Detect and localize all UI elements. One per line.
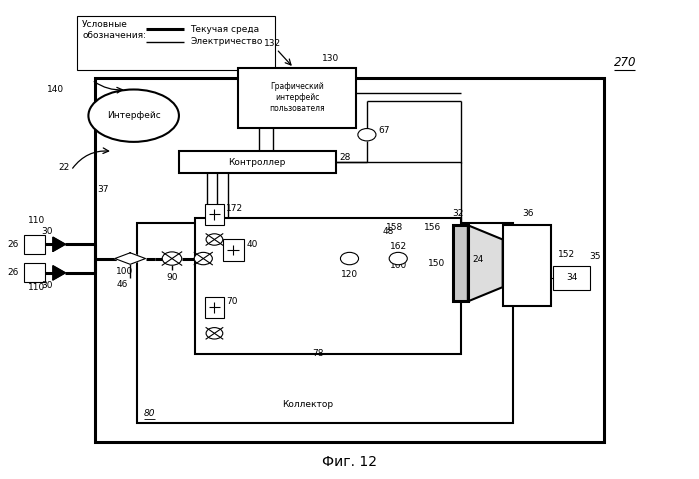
Polygon shape xyxy=(468,225,503,301)
Text: 28: 28 xyxy=(339,153,350,162)
Text: 30: 30 xyxy=(41,227,52,236)
Text: Текучая среда: Текучая среда xyxy=(190,24,259,34)
Text: 152: 152 xyxy=(559,250,575,259)
Text: 34: 34 xyxy=(566,273,577,282)
Text: 26: 26 xyxy=(8,240,19,249)
Bar xyxy=(95,78,604,442)
Text: 35: 35 xyxy=(590,251,601,261)
Text: 90: 90 xyxy=(166,273,178,282)
Text: 22: 22 xyxy=(59,163,70,172)
Text: 132: 132 xyxy=(264,39,282,48)
Text: 26: 26 xyxy=(8,268,19,277)
Circle shape xyxy=(162,252,182,265)
Text: Электричество: Электричество xyxy=(190,37,262,46)
Bar xyxy=(238,68,356,127)
Text: 156: 156 xyxy=(424,223,442,232)
Text: 37: 37 xyxy=(97,185,109,194)
Text: 24: 24 xyxy=(473,255,484,264)
Text: 67: 67 xyxy=(379,126,390,136)
Circle shape xyxy=(389,252,408,265)
Text: 30: 30 xyxy=(41,281,52,290)
Circle shape xyxy=(194,252,212,265)
Text: 40: 40 xyxy=(247,240,258,249)
Text: 48: 48 xyxy=(382,227,394,236)
Text: 32: 32 xyxy=(452,209,464,218)
Bar xyxy=(205,297,224,318)
Bar xyxy=(452,225,468,301)
Bar xyxy=(137,223,513,423)
Circle shape xyxy=(206,328,223,339)
Polygon shape xyxy=(53,266,66,280)
Text: 36: 36 xyxy=(523,209,534,218)
Text: 162: 162 xyxy=(390,242,407,251)
Text: 78: 78 xyxy=(312,349,324,358)
Bar xyxy=(24,235,45,254)
Bar xyxy=(77,16,275,70)
Text: 80: 80 xyxy=(144,409,156,418)
Text: 70: 70 xyxy=(226,297,238,306)
Circle shape xyxy=(358,128,376,141)
Bar xyxy=(554,266,590,289)
Bar xyxy=(179,151,336,173)
Text: 130: 130 xyxy=(322,54,339,63)
Bar xyxy=(223,240,244,261)
Text: 140: 140 xyxy=(47,85,64,94)
Text: 110: 110 xyxy=(27,283,45,292)
Text: 158: 158 xyxy=(386,223,403,232)
Polygon shape xyxy=(53,237,66,251)
Text: 160: 160 xyxy=(390,261,407,270)
Bar xyxy=(24,263,45,282)
Text: Коллектор: Коллектор xyxy=(282,399,333,409)
Circle shape xyxy=(340,252,359,265)
Text: 110: 110 xyxy=(27,216,45,225)
Text: 46: 46 xyxy=(117,280,128,289)
Bar xyxy=(503,225,552,306)
Bar xyxy=(195,218,461,354)
Text: 100: 100 xyxy=(116,267,134,276)
Circle shape xyxy=(206,234,223,245)
Text: Интерфейс: Интерфейс xyxy=(107,111,161,120)
Text: Фиг. 12: Фиг. 12 xyxy=(322,455,377,469)
Text: 172: 172 xyxy=(226,204,243,213)
Bar xyxy=(205,204,224,225)
Text: Контроллер: Контроллер xyxy=(229,158,286,167)
Ellipse shape xyxy=(88,90,179,142)
Text: Условные
обозначения:: Условные обозначения: xyxy=(82,21,146,40)
Text: Графический
интерфейс
пользователя: Графический интерфейс пользователя xyxy=(270,82,325,114)
Polygon shape xyxy=(115,253,145,264)
Text: 270: 270 xyxy=(614,56,637,69)
Text: 150: 150 xyxy=(428,259,445,268)
Text: 120: 120 xyxy=(341,271,358,279)
